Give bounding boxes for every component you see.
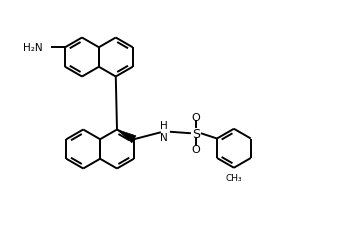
Text: H₂N: H₂N [23, 43, 43, 53]
Polygon shape [117, 130, 136, 143]
Text: CH₃: CH₃ [225, 173, 242, 182]
Text: S: S [192, 127, 200, 140]
Text: H
N: H N [160, 121, 168, 142]
Text: O: O [192, 113, 200, 123]
Text: O: O [192, 145, 200, 155]
